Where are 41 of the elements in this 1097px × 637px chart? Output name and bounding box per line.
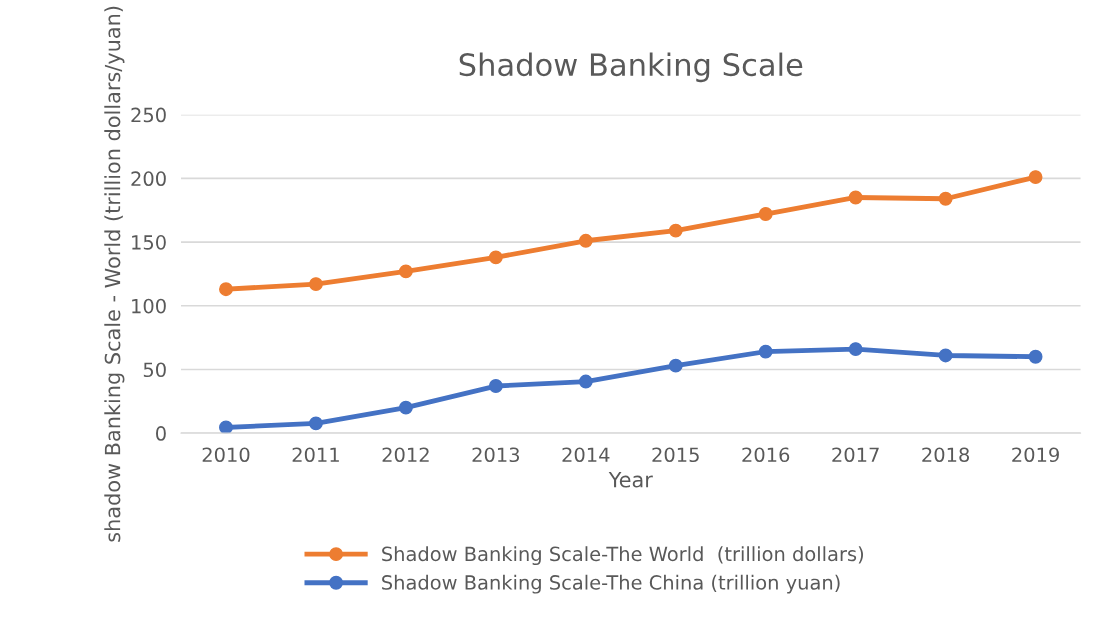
point bbox=[1028, 170, 1043, 185]
x-tick-label: 2019 bbox=[1012, 447, 1059, 463]
y-tick-label: 100 bbox=[132, 298, 166, 314]
y-axis-title: shadow Banking Scale - World (trillion dollars/yuan) bbox=[104, 6, 125, 542]
x-tick-label: 2015 bbox=[652, 447, 699, 463]
x-tick-label: 2010 bbox=[202, 447, 250, 463]
x-tick-label: 2014 bbox=[562, 447, 610, 463]
point bbox=[398, 400, 413, 415]
point bbox=[848, 190, 863, 205]
x-tick-label: 2011 bbox=[292, 447, 339, 463]
point bbox=[758, 344, 773, 359]
y-tick-label: 250 bbox=[131, 107, 166, 123]
point bbox=[488, 250, 503, 265]
x-tick-label: 2012 bbox=[382, 447, 429, 463]
x-tick-label: 2017 bbox=[832, 447, 879, 463]
x-tick-label: 2018 bbox=[922, 447, 970, 463]
point bbox=[578, 374, 593, 389]
legend-label: Shadow Banking Scale-The World (trillion dollars) bbox=[382, 546, 863, 566]
point bbox=[219, 282, 233, 297]
point bbox=[938, 348, 953, 363]
point bbox=[308, 416, 323, 431]
y-tick-label: 0 bbox=[156, 426, 166, 441]
y-tick-label: 150 bbox=[132, 235, 166, 250]
y-tick-label: 200 bbox=[131, 171, 166, 187]
point bbox=[398, 264, 413, 279]
chart-title: Shadow Banking Scale bbox=[459, 52, 803, 83]
point bbox=[1028, 349, 1043, 364]
point bbox=[578, 233, 593, 248]
point bbox=[938, 191, 953, 206]
x-tick-label: 2016 bbox=[742, 447, 790, 463]
x-tick-label: 2013 bbox=[472, 447, 520, 463]
point bbox=[668, 223, 683, 238]
point bbox=[668, 358, 683, 373]
point bbox=[758, 207, 773, 221]
legend-label: Shadow Banking Scale-The China (trillion yuan) bbox=[382, 574, 840, 594]
point bbox=[848, 342, 863, 357]
point bbox=[308, 277, 323, 292]
point bbox=[488, 379, 503, 393]
point bbox=[219, 420, 233, 434]
x-axis-title: Year bbox=[608, 472, 653, 488]
y-tick-label: 50 bbox=[143, 362, 166, 378]
